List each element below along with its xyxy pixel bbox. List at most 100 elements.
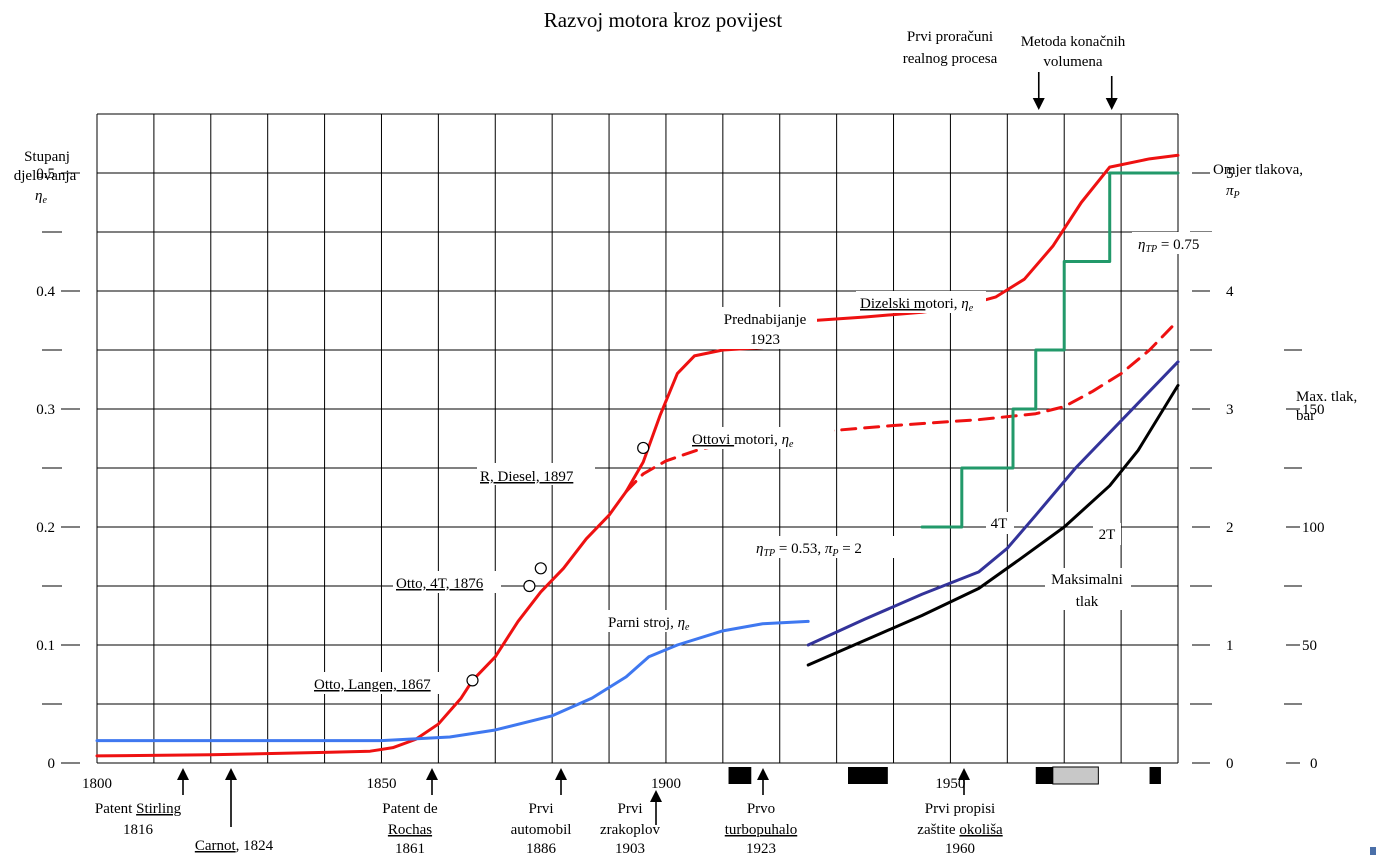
left-tick-label: 0.3 bbox=[36, 402, 55, 418]
right-tick-label: 2 bbox=[1226, 520, 1234, 536]
timeline-block bbox=[728, 767, 752, 784]
left-tick-label: 0.4 bbox=[36, 284, 55, 300]
label-background bbox=[1045, 568, 1131, 610]
bottom-event-label: zaštite okoliša bbox=[917, 822, 1003, 838]
x-tick-label: 1850 bbox=[366, 776, 396, 792]
label-background bbox=[986, 512, 1014, 534]
bottom-event-label: 1960 bbox=[945, 841, 975, 857]
bottom-event-label: 1861 bbox=[395, 841, 425, 857]
otto-label: Ottovi motori, ηe bbox=[692, 432, 794, 450]
bottom-event-label: Prvi propisi bbox=[925, 801, 995, 817]
event-arrowhead bbox=[225, 768, 237, 780]
bottom-event-label: 1816 bbox=[123, 822, 154, 838]
label-background bbox=[856, 291, 986, 313]
bottom-event-label: 1903 bbox=[615, 841, 645, 857]
top-event-label: Metoda konačnih bbox=[1021, 34, 1126, 50]
event-arrowhead bbox=[650, 790, 662, 802]
series-line bbox=[95, 619, 810, 743]
event-arrowhead bbox=[1105, 98, 1118, 110]
prednabijanje-label: Prednabijanje bbox=[724, 312, 807, 328]
series-line bbox=[624, 319, 1180, 494]
label-4t: 4T bbox=[991, 516, 1008, 532]
prednabijanje-label: 1923 bbox=[750, 332, 780, 348]
markers bbox=[466, 441, 650, 687]
label-background bbox=[713, 307, 817, 349]
timeline-block bbox=[1052, 766, 1099, 785]
left-tick-label: 0 bbox=[48, 756, 56, 772]
far-right-axis-title: Max. tlak, bbox=[1296, 389, 1357, 405]
right-tick-label: 4 bbox=[1226, 284, 1234, 300]
bottom-event-label: Rochas bbox=[388, 822, 432, 838]
timeline-block bbox=[1149, 767, 1161, 784]
series-lines bbox=[95, 153, 1180, 785]
right-tick-label: 3 bbox=[1226, 402, 1234, 418]
event-arrowhead bbox=[757, 768, 769, 780]
right-tick-label: 5 bbox=[1226, 166, 1234, 182]
series-line bbox=[471, 346, 765, 682]
bottom-event-label: Prvi bbox=[617, 801, 642, 817]
events: Prvi proračuni realnog procesa Metoda kona… bbox=[95, 29, 1126, 857]
bottom-event-label: automobil bbox=[511, 822, 572, 838]
series-line bbox=[920, 171, 1180, 529]
label-2t: 2T bbox=[1099, 527, 1116, 543]
left-tick-label: 0.2 bbox=[36, 520, 55, 536]
series-line bbox=[806, 383, 1180, 667]
eta-tp-high-label: ηTP = 0.75 bbox=[1138, 237, 1199, 255]
steam-label: Parni stroj, ηe bbox=[608, 615, 690, 633]
series-line bbox=[806, 360, 1180, 647]
label-background bbox=[1093, 523, 1121, 545]
max-tlak-label: Maksimalni bbox=[1051, 572, 1123, 588]
far-right-tick-label: 100 bbox=[1302, 520, 1325, 536]
x-tick-label: 1800 bbox=[82, 776, 112, 792]
diesel-label: Dizelski motori, ηe bbox=[860, 296, 974, 314]
event-marker bbox=[466, 674, 479, 687]
right-tick-label: 1 bbox=[1226, 638, 1234, 654]
label-background bbox=[1132, 232, 1212, 254]
bottom-event-label: 1923 bbox=[746, 841, 776, 857]
label-background bbox=[750, 536, 902, 558]
series-line bbox=[812, 153, 1180, 322]
marker-label: R, Diesel, 1897 bbox=[480, 469, 574, 485]
far-right-tick-label: 50 bbox=[1302, 638, 1317, 654]
label-background bbox=[308, 672, 450, 694]
bottom-event-label: Patent Stirling bbox=[95, 801, 182, 817]
far-right-axis-title: bar bbox=[1296, 408, 1315, 424]
marker-label: Otto, Langen, 1867 bbox=[314, 677, 431, 693]
right-axis-title: πP bbox=[1226, 183, 1240, 201]
event-marker bbox=[637, 441, 650, 455]
label-background bbox=[605, 610, 705, 632]
top-event-label: volumena bbox=[1043, 54, 1102, 70]
far-right-tick-label: 150 bbox=[1302, 402, 1325, 418]
bottom-event-label: zrakoplov bbox=[600, 822, 660, 838]
chart-title: Razvoj motora kroz povijest bbox=[544, 8, 783, 32]
label-background bbox=[477, 463, 595, 485]
bottom-event-label: 1886 bbox=[526, 841, 557, 857]
left-axis-title: djelovanja bbox=[14, 168, 77, 184]
event-arrowhead bbox=[1032, 98, 1045, 110]
top-event-label: Prvi proračuni bbox=[907, 29, 993, 45]
x-tick-label: 1950 bbox=[935, 776, 965, 792]
series-line bbox=[95, 678, 475, 758]
event-marker bbox=[523, 579, 536, 593]
event-arrowhead bbox=[177, 768, 189, 780]
x-tick-label: 1900 bbox=[651, 776, 681, 792]
timeline-block bbox=[848, 767, 888, 784]
right-axis-title: Omjer tlakova, bbox=[1213, 162, 1303, 178]
event-marker bbox=[534, 562, 547, 575]
bottom-event-label: Prvo bbox=[747, 801, 775, 817]
event-arrowhead bbox=[426, 768, 438, 780]
timeline-block bbox=[1035, 767, 1053, 784]
label-background bbox=[688, 427, 834, 449]
event-arrowhead bbox=[555, 768, 567, 780]
bottom-event-label: Patent de bbox=[382, 801, 438, 817]
annotations: Otto, Langen, 1867 Otto, 4T, 1876 R, Diese… bbox=[308, 232, 1212, 694]
eta-tp-low-label: ηTP = 0.53, πP = 2 bbox=[756, 541, 862, 559]
left-tick-label: 0.1 bbox=[36, 638, 55, 654]
left-axis-title: ηe bbox=[35, 188, 47, 206]
right-tick-label: 0 bbox=[1226, 756, 1234, 772]
far-right-tick-label: 0 bbox=[1310, 756, 1318, 772]
bottom-event-label: Carnot, 1824 bbox=[195, 838, 274, 854]
label-background bbox=[393, 571, 501, 593]
top-event-label: realnog procesa bbox=[903, 51, 998, 67]
